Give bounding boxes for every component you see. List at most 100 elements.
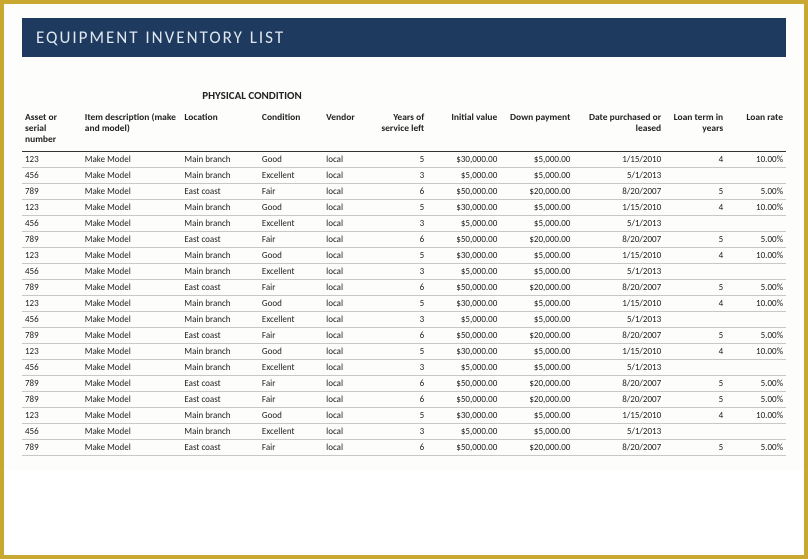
column-header-vend: Vendor: [323, 108, 372, 151]
cell-rate: [726, 263, 786, 279]
cell-rate: 5.00%: [726, 231, 786, 247]
cell-years: 3: [372, 263, 427, 279]
cell-term: 4: [664, 151, 726, 167]
cell-desc: Make Model: [82, 391, 182, 407]
cell-down: $5,000.00: [500, 343, 573, 359]
cell-asset: 789: [22, 391, 82, 407]
cell-asset: 456: [22, 215, 82, 231]
cell-down: $5,000.00: [500, 295, 573, 311]
cell-cond: Good: [259, 199, 323, 215]
cell-rate: 10.00%: [726, 295, 786, 311]
cell-init: $30,000.00: [427, 199, 500, 215]
cell-vend: local: [323, 375, 372, 391]
cell-loc: East coast: [181, 391, 259, 407]
cell-cond: Excellent: [259, 215, 323, 231]
cell-cond: Excellent: [259, 167, 323, 183]
cell-years: 3: [372, 215, 427, 231]
cell-date: 1/15/2010: [573, 295, 664, 311]
table-row: 123Make ModelMain branchGoodlocal5$30,00…: [22, 343, 786, 359]
cell-asset: 789: [22, 183, 82, 199]
cell-term: 5: [664, 327, 726, 343]
cell-asset: 456: [22, 263, 82, 279]
cell-loc: Main branch: [181, 295, 259, 311]
cell-loc: Main branch: [181, 167, 259, 183]
cell-date: 8/20/2007: [573, 375, 664, 391]
cell-init: $5,000.00: [427, 263, 500, 279]
cell-loc: Main branch: [181, 359, 259, 375]
column-header-desc: Item description (make and model): [82, 108, 182, 151]
cell-init: $5,000.00: [427, 311, 500, 327]
cell-desc: Make Model: [82, 295, 182, 311]
cell-down: $20,000.00: [500, 183, 573, 199]
cell-years: 6: [372, 231, 427, 247]
cell-rate: 10.00%: [726, 407, 786, 423]
cell-date: 8/20/2007: [573, 439, 664, 455]
cell-date: 1/15/2010: [573, 199, 664, 215]
cell-cond: Fair: [259, 279, 323, 295]
cell-rate: [726, 311, 786, 327]
cell-years: 6: [372, 391, 427, 407]
cell-asset: 123: [22, 407, 82, 423]
inventory-table: Asset or serial numberItem description (…: [22, 108, 786, 456]
cell-years: 3: [372, 423, 427, 439]
cell-init: $50,000.00: [427, 279, 500, 295]
section-header-physical: PHYSICAL CONDITION: [166, 85, 338, 106]
cell-down: $20,000.00: [500, 327, 573, 343]
cell-rate: 5.00%: [726, 391, 786, 407]
cell-years: 5: [372, 151, 427, 167]
cell-date: 8/20/2007: [573, 231, 664, 247]
column-header-years: Years of service left: [372, 108, 427, 151]
table-row: 456Make ModelMain branchExcellentlocal3$…: [22, 167, 786, 183]
cell-init: $5,000.00: [427, 167, 500, 183]
cell-loc: Main branch: [181, 199, 259, 215]
table-row: 456Make ModelMain branchExcellentlocal3$…: [22, 359, 786, 375]
cell-vend: local: [323, 391, 372, 407]
cell-asset: 789: [22, 231, 82, 247]
cell-term: [664, 423, 726, 439]
cell-term: [664, 359, 726, 375]
cell-term: [664, 215, 726, 231]
table-row: 789Make ModelEast coastFairlocal6$50,000…: [22, 439, 786, 455]
cell-cond: Good: [259, 151, 323, 167]
table-row: 123Make ModelMain branchGoodlocal5$30,00…: [22, 247, 786, 263]
cell-date: 1/15/2010: [573, 407, 664, 423]
cell-down: $5,000.00: [500, 423, 573, 439]
cell-cond: Excellent: [259, 359, 323, 375]
cell-asset: 456: [22, 359, 82, 375]
table-row: 456Make ModelMain branchExcellentlocal3$…: [22, 423, 786, 439]
cell-desc: Make Model: [82, 423, 182, 439]
cell-years: 5: [372, 407, 427, 423]
cell-desc: Make Model: [82, 167, 182, 183]
cell-asset: 789: [22, 375, 82, 391]
page-title: EQUIPMENT INVENTORY LIST: [22, 18, 786, 57]
cell-years: 5: [372, 343, 427, 359]
cell-desc: Make Model: [82, 375, 182, 391]
cell-down: $20,000.00: [500, 391, 573, 407]
cell-init: $5,000.00: [427, 359, 500, 375]
table-row: 123Make ModelMain branchGoodlocal5$30,00…: [22, 407, 786, 423]
cell-vend: local: [323, 295, 372, 311]
cell-term: 5: [664, 183, 726, 199]
cell-init: $50,000.00: [427, 391, 500, 407]
cell-cond: Excellent: [259, 263, 323, 279]
cell-cond: Fair: [259, 183, 323, 199]
cell-desc: Make Model: [82, 407, 182, 423]
cell-vend: local: [323, 279, 372, 295]
cell-term: 4: [664, 199, 726, 215]
cell-loc: Main branch: [181, 215, 259, 231]
cell-date: 5/1/2013: [573, 423, 664, 439]
column-header-loc: Location: [181, 108, 259, 151]
cell-init: $50,000.00: [427, 183, 500, 199]
column-header-term: Loan term in years: [664, 108, 726, 151]
cell-term: 4: [664, 295, 726, 311]
column-header-init: Initial value: [427, 108, 500, 151]
cell-years: 3: [372, 167, 427, 183]
cell-date: 5/1/2013: [573, 215, 664, 231]
cell-vend: local: [323, 231, 372, 247]
cell-rate: [726, 423, 786, 439]
table-row: 789Make ModelEast coastFairlocal6$50,000…: [22, 391, 786, 407]
cell-date: 5/1/2013: [573, 311, 664, 327]
table-row: 456Make ModelMain branchExcellentlocal3$…: [22, 263, 786, 279]
cell-term: 5: [664, 439, 726, 455]
cell-rate: 5.00%: [726, 279, 786, 295]
